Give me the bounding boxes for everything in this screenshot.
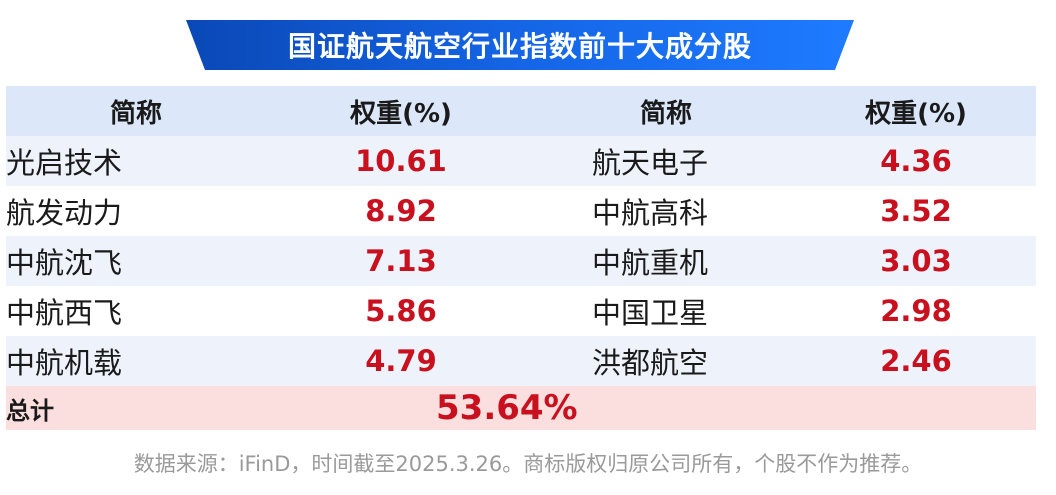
stock-name: 航天电子 — [536, 136, 796, 186]
stock-name: 中航重机 — [536, 236, 796, 286]
stock-weight: 10.61 — [266, 136, 536, 186]
stock-weight: 2.46 — [796, 336, 1036, 386]
stock-weight: 2.98 — [796, 286, 1036, 336]
stock-name: 中航机载 — [6, 336, 266, 386]
stock-weight: 7.13 — [266, 236, 536, 286]
header-weight-1: 权重(%) — [266, 86, 536, 136]
stock-weight: 8.92 — [266, 186, 536, 236]
constituents-table: 简称 权重(%) 简称 权重(%) 光启技术 10.61 航天电子 4.36 航… — [6, 86, 1036, 430]
title-banner-shape — [186, 20, 854, 70]
stock-name: 航发动力 — [6, 186, 266, 236]
stock-weight: 3.03 — [796, 236, 1036, 286]
page-title: 国证航天航空行业指数前十大成分股 — [287, 30, 752, 63]
table-row: 中航沈飞 7.13 中航重机 3.03 — [6, 236, 1036, 286]
table-row: 航发动力 8.92 中航高科 3.52 — [6, 186, 1036, 236]
stock-name: 光启技术 — [6, 136, 266, 186]
source-note: 数据来源：iFinD，时间截至2025.3.26。商标版权归原公司所有，个股不作… — [133, 452, 923, 476]
stock-name: 中航高科 — [536, 186, 796, 236]
total-label: 总计 — [6, 386, 266, 430]
stock-name: 中国卫星 — [536, 286, 796, 336]
stock-weight: 4.36 — [796, 136, 1036, 186]
header-name-1: 简称 — [6, 86, 266, 136]
title-banner: 国证航天航空行业指数前十大成分股 — [0, 0, 1056, 86]
stock-name: 中航西飞 — [6, 286, 266, 336]
stock-name: 中航沈飞 — [6, 236, 266, 286]
table-header-row: 简称 权重(%) 简称 权重(%) — [6, 86, 1036, 136]
stock-weight: 3.52 — [796, 186, 1036, 236]
header-name-2: 简称 — [536, 86, 796, 136]
stock-weight: 5.86 — [266, 286, 536, 336]
table-row: 中航西飞 5.86 中国卫星 2.98 — [6, 286, 1036, 336]
stock-name: 洪都航空 — [536, 336, 796, 386]
stock-weight: 4.79 — [266, 336, 536, 386]
table-row: 光启技术 10.61 航天电子 4.36 — [6, 136, 1036, 186]
header-weight-2: 权重(%) — [796, 86, 1036, 136]
total-value: 53.64% — [266, 386, 1036, 430]
table-row: 中航机载 4.79 洪都航空 2.46 — [6, 336, 1036, 386]
total-row: 总计 53.64% — [6, 386, 1036, 430]
